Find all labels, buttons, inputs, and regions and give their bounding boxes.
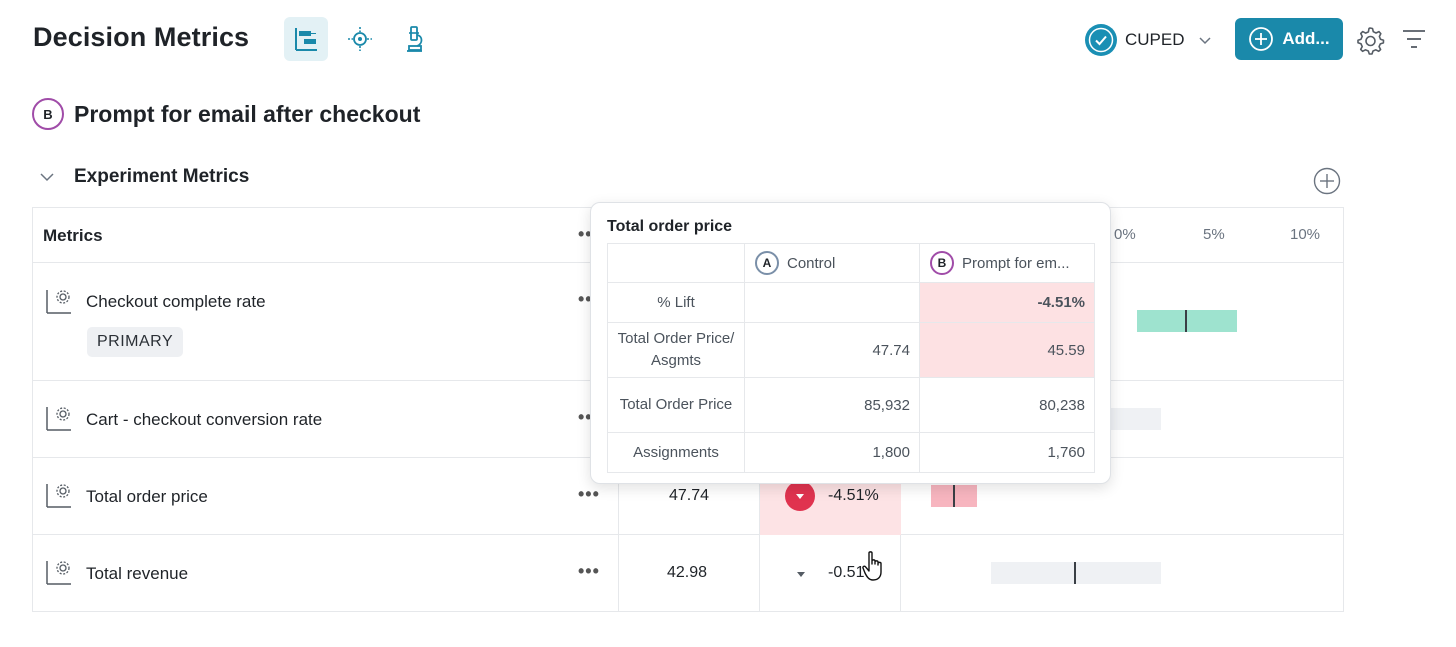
control-value: 47.74 <box>744 322 920 378</box>
filter-button[interactable] <box>1401 27 1427 56</box>
tooltip-column-variant: B Prompt for em... <box>919 243 1095 283</box>
check-circle-icon <box>1085 24 1117 56</box>
column-divider <box>759 535 760 612</box>
tooltip-row: % Lift -4.51% <box>607 282 1095 323</box>
primary-tag: PRIMARY <box>87 327 184 357</box>
row-more-menu[interactable]: ••• <box>578 561 600 581</box>
settings-button[interactable] <box>1354 24 1386 61</box>
tooltip-row: Total Order Price 85,932 80,238 <box>607 377 1095 433</box>
filter-lines-icon <box>1403 30 1425 48</box>
view-toggle-scatter[interactable] <box>338 17 382 61</box>
metric-gear-icon <box>46 407 71 431</box>
chevron-down-icon <box>1198 37 1211 45</box>
variant-header: B Prompt for email after checkout <box>32 98 420 130</box>
bar-marker <box>1074 562 1076 584</box>
variant-value: 80,238 <box>919 377 1095 433</box>
view-toggle-timeline[interactable] <box>284 17 328 61</box>
tooltip-table: A Control B Prompt for em... % Lift -4.51%… <box>607 243 1095 473</box>
add-button[interactable]: Add... <box>1235 18 1343 60</box>
tooltip-row: Total Order Price/ Asgmts 47.74 45.59 <box>607 322 1095 378</box>
add-metric-button[interactable] <box>1313 167 1341 200</box>
metric-tooltip: Total order price A Control B Prompt for e… <box>590 202 1111 484</box>
row-more-menu[interactable]: ••• <box>578 484 600 504</box>
tooltip-corner-cell <box>607 243 745 283</box>
metric-value: 47.74 <box>669 487 710 504</box>
variant-badge: B <box>32 98 64 130</box>
plus-circle-icon <box>1313 167 1341 195</box>
row-label: Assignments <box>607 432 745 473</box>
variant-name: Prompt for email after checkout <box>74 100 421 127</box>
column-label: Prompt for em... <box>962 254 1070 272</box>
lift-value: -0.51 <box>828 564 865 581</box>
timeline-view-icon <box>295 28 317 51</box>
confidence-bar <box>991 562 1161 584</box>
tooltip-row: Assignments 1,800 1,760 <box>607 432 1095 473</box>
decrease-icon <box>785 481 815 511</box>
cuped-toggle[interactable]: CUPED <box>1085 23 1213 57</box>
cuped-label: CUPED <box>1125 30 1185 49</box>
metric-name: Checkout complete rate <box>86 292 266 311</box>
axis-tick: 0% <box>1114 226 1136 243</box>
bar-marker <box>953 485 955 507</box>
view-toggle-microscope[interactable] <box>392 17 436 61</box>
column-label: Control <box>787 254 836 272</box>
table-row[interactable]: Total revenue ••• 42.98 -0.51 <box>33 535 1343 612</box>
tooltip-title: Total order price <box>607 218 733 235</box>
control-value <box>744 282 920 323</box>
metric-gear-icon <box>46 484 71 508</box>
column-divider <box>618 458 619 535</box>
plus-circle-icon <box>1249 27 1274 51</box>
column-divider <box>618 535 619 612</box>
metric-gear-icon <box>46 561 71 585</box>
tooltip-column-control: A Control <box>744 243 920 283</box>
metric-value: 42.98 <box>667 564 708 581</box>
variant-value: 1,760 <box>919 432 1095 473</box>
row-label: Total Order Price/ Asgmts <box>607 322 745 378</box>
variant-a-badge: A <box>755 251 779 275</box>
scatter-target-icon <box>348 27 372 51</box>
section-header[interactable]: Experiment Metrics <box>38 166 249 188</box>
lift-value: -4.51% <box>828 487 879 504</box>
column-divider <box>900 535 901 612</box>
metric-gear-icon <box>46 290 71 314</box>
control-value: 85,932 <box>744 377 920 433</box>
row-label: % Lift <box>607 282 745 323</box>
metric-name: Cart - checkout conversion rate <box>86 410 323 429</box>
confidence-bar <box>1103 408 1161 430</box>
gear-icon <box>1357 27 1385 55</box>
axis-tick: 10% <box>1290 226 1321 243</box>
section-title: Experiment Metrics <box>74 166 250 187</box>
axis-tick: 5% <box>1203 226 1225 243</box>
metrics-column-header: Metrics <box>43 226 103 245</box>
decrease-icon <box>797 572 805 577</box>
page-title: Decision Metrics <box>33 22 250 52</box>
metric-name: Total order price <box>86 487 208 506</box>
row-label: Total Order Price <box>607 377 745 433</box>
metric-name: Total revenue <box>86 564 189 583</box>
hand-cursor-icon <box>862 551 882 581</box>
control-value: 1,800 <box>744 432 920 473</box>
microscope-icon <box>407 26 423 52</box>
variant-value: -4.51% <box>919 282 1095 323</box>
variant-b-badge: B <box>930 251 954 275</box>
add-button-label: Add... <box>1282 29 1330 48</box>
bar-marker <box>1185 310 1187 332</box>
variant-value: 45.59 <box>919 322 1095 378</box>
chevron-down-icon <box>40 173 54 182</box>
column-divider <box>759 458 760 535</box>
confidence-bar <box>1137 310 1237 332</box>
